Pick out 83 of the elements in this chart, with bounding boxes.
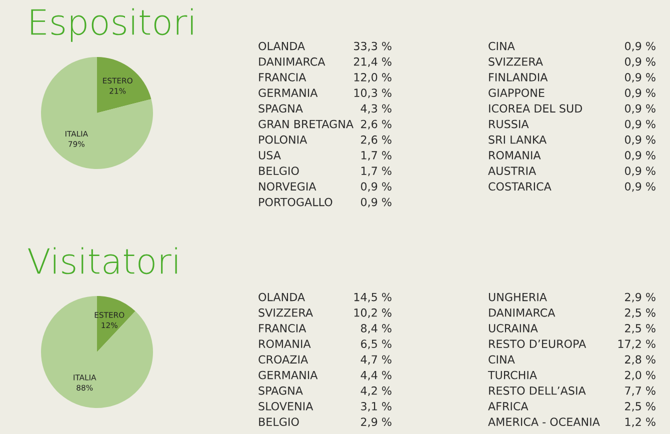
category-label: AMERICA - OCEANIA [488, 418, 600, 426]
category-label: SPAGNA [258, 104, 303, 113]
data-label: 0,9 % [624, 57, 656, 67]
data-label: 17,2 % [618, 340, 656, 350]
category-label: CROAZIA [258, 355, 308, 364]
data-label: 1,2 % [625, 418, 656, 428]
data-label: 4,4 % [360, 370, 392, 380]
data-label: 2,9 % [625, 292, 656, 302]
data-label: 0,9 % [624, 104, 656, 114]
category-label: FRANCIA [259, 73, 306, 82]
category-label: BELGIO [259, 166, 299, 176]
data-label: 10,3 % [354, 88, 392, 98]
category-label: SPAGNA [258, 386, 303, 395]
category-label: RESTO D’EUROPA [489, 340, 586, 348]
category-label: DANIMARCA [489, 308, 556, 317]
data-label: 2,5 % [625, 308, 656, 318]
data-label: 0,9 % [624, 73, 656, 83]
data-label: 2,6 % [361, 135, 392, 145]
category-label: TURCHIA [488, 370, 537, 380]
data-label: 4,7 % [360, 355, 392, 365]
category-label: GRAN BRETAGNA [258, 120, 354, 128]
data-label: 1,7 % [361, 166, 392, 176]
category-label: ICOREA DEL SUD [489, 104, 582, 113]
category-label: DANIMARCA [259, 57, 326, 66]
category-label: NORVEGIA [259, 182, 316, 191]
category-label: BELGIO [259, 418, 299, 426]
data-label: 0,9 % [624, 42, 656, 52]
data-label: 0,9 % [624, 135, 656, 145]
category-label: CINA [488, 42, 515, 50]
category-label: RUSSIA [489, 120, 529, 128]
data-label: 8,4 % [360, 324, 392, 334]
category-label: OLANDA [258, 292, 305, 302]
data-label: 4,3 % [360, 104, 392, 114]
data-label: 10,2 % [354, 308, 392, 318]
category-label: ROMANIA [259, 340, 311, 348]
data-label: 12,0 % [354, 73, 392, 83]
data-label: 2,5 % [625, 402, 656, 412]
category-label: SRI LANKA [488, 135, 547, 144]
category-label: ROMANIA [489, 151, 541, 160]
category-label: COSTARICA [488, 182, 552, 191]
category-label: PORTOGALLO [259, 198, 332, 206]
data-label: 0,9 % [624, 151, 656, 161]
data-label: 7,7 % [625, 386, 656, 396]
category-label: OLANDA [258, 42, 305, 50]
data-label: 21,4 % [354, 57, 392, 67]
category-label: GERMANIA [258, 370, 318, 380]
data-label: 14,5 % [354, 292, 392, 302]
data-label: 1,7 % [361, 151, 392, 161]
data-label: 0,9 % [624, 166, 656, 176]
category-label: AFRICA [488, 402, 528, 410]
data-label: 0,9 % [624, 88, 656, 98]
category-label: GERMANIA [258, 88, 318, 98]
category-label: FRANCIA [259, 324, 306, 332]
data-label: 4,2 % [360, 386, 392, 396]
data-label: 0,9 % [624, 120, 656, 130]
category-label: CINA [488, 355, 515, 364]
category-label: UNGHERIA [488, 292, 547, 302]
category-label: UCRAINA [488, 324, 538, 332]
pie-slice [41, 57, 153, 169]
data-label: 2,0 % [625, 370, 656, 380]
data-label: 2,9 % [361, 418, 392, 428]
data-label: 0,9 % [360, 198, 392, 208]
data-label: 0,9 % [624, 182, 656, 192]
data-label: 2,6 % [361, 120, 392, 130]
category-label: FINLANDIA [489, 73, 548, 82]
category-label: AUSTRIA [488, 166, 536, 176]
pie-slice [41, 296, 153, 408]
category-label: USA [258, 151, 281, 160]
chart-title: Espositori [31, 8, 193, 42]
category-label: SVIZZERA [258, 308, 313, 317]
data-label: 2,5 % [625, 324, 656, 334]
category-label: SVIZZERA [488, 57, 543, 66]
category-label: POLONIA [259, 135, 308, 144]
data-label: 0,9 % [360, 182, 392, 192]
chart-title: Visitatori [28, 247, 177, 274]
category-label: GIAPPONE [488, 88, 544, 98]
data-label: 3,1 % [361, 402, 392, 412]
category-label: RESTO DELL’ASIA [489, 386, 586, 395]
data-label: 2,8 % [625, 355, 656, 365]
data-label: 6,5 % [361, 340, 392, 350]
pie-slice [97, 57, 152, 113]
data-label: 33,3 % [354, 42, 392, 52]
category-label: SLOVENIA [258, 402, 314, 410]
